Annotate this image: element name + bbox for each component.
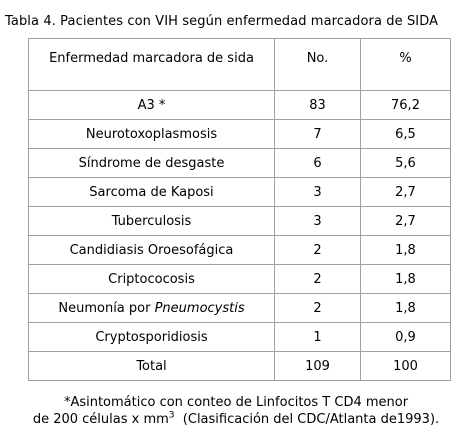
footnote-superscript: 3 (168, 410, 175, 421)
table-row: Criptococosis 2 1,8 (28, 264, 451, 294)
aids-defining-illness-table: Enfermedad marcadora de sida No. % A3 * 8… (28, 38, 451, 381)
cell-percent: 1,8 (360, 264, 451, 294)
cell-percent: 6,5 (360, 119, 451, 149)
footnote-line-2-citation: (Clasificación del CDC/Atlanta de1993). (174, 412, 440, 427)
cell-percent: 100 (360, 351, 451, 381)
table-row: Tuberculosis 3 2,7 (28, 206, 451, 236)
cell-count: 83 (274, 90, 361, 120)
cell-illness: Síndrome de desgaste (28, 148, 275, 178)
table-row: Total 109 100 (28, 351, 451, 381)
table-caption: Tabla 4. Pacientes con VIH según enferme… (5, 14, 439, 29)
table-row: Cryptosporidiosis 1 0,9 (28, 322, 451, 352)
cell-illness: Neumonía por Pneumocystis (28, 293, 275, 323)
cell-percent: 76,2 (360, 90, 451, 120)
illness-name: A3 * (137, 97, 166, 113)
cell-count: 1 (274, 322, 361, 352)
illness-name: Tuberculosis (111, 213, 192, 229)
table-row: A3 * 83 76,2 (28, 90, 451, 120)
cell-illness: Candidiasis Oroesofágica (28, 235, 275, 265)
table-row: Sarcoma de Kaposi 3 2,7 (28, 177, 451, 207)
illness-name: Candidiasis Oroesofágica (69, 242, 234, 258)
illness-name: Neumonía por (58, 300, 155, 316)
table-row: Neurotoxoplasmosis 7 6,5 (28, 119, 451, 149)
cell-count: 2 (274, 264, 361, 294)
illness-name: Neurotoxoplasmosis (85, 126, 218, 142)
illness-name: Cryptosporidiosis (95, 329, 208, 345)
cell-percent: 1,8 (360, 235, 451, 265)
cell-illness: Neurotoxoplasmosis (28, 119, 275, 149)
cell-percent: 2,7 (360, 206, 451, 236)
cell-illness: Total (28, 351, 275, 381)
header-percent: % (360, 38, 451, 91)
header-count: No. (274, 38, 361, 91)
cell-count: 2 (274, 293, 361, 323)
table-row: Candidiasis Oroesofágica 2 1,8 (28, 235, 451, 265)
header-illness: Enfermedad marcadora de sida (28, 38, 275, 91)
footnote-line-2-text: de 200 células x mm (32, 412, 169, 427)
illness-name-italic: Pneumocystis (154, 300, 245, 316)
cell-illness: A3 * (28, 90, 275, 120)
cell-count: 6 (274, 148, 361, 178)
illness-name: Síndrome de desgaste (78, 155, 225, 171)
table-header-row: Enfermedad marcadora de sida No. % (28, 38, 451, 91)
illness-name: Total (136, 358, 167, 374)
cell-count: 109 (274, 351, 361, 381)
cell-count: 2 (274, 235, 361, 265)
cell-percent: 1,8 (360, 293, 451, 323)
cell-count: 3 (274, 177, 361, 207)
cell-illness: Cryptosporidiosis (28, 322, 275, 352)
illness-name: Criptococosis (108, 271, 195, 287)
cell-percent: 2,7 (360, 177, 451, 207)
cell-percent: 0,9 (360, 322, 451, 352)
cell-count: 7 (274, 119, 361, 149)
cell-illness: Criptococosis (28, 264, 275, 294)
cell-illness: Sarcoma de Kaposi (28, 177, 275, 207)
cell-illness: Tuberculosis (28, 206, 275, 236)
table-row: Síndrome de desgaste 6 5,6 (28, 148, 451, 178)
table-row: Neumonía por Pneumocystis 2 1,8 (28, 293, 451, 323)
footnote-line-2: de 200 células x mm3 (Clasificación del … (0, 410, 472, 430)
cell-percent: 5,6 (360, 148, 451, 178)
cell-count: 3 (274, 206, 361, 236)
illness-name: Sarcoma de Kaposi (89, 184, 214, 200)
footnote-line-1: *Asintomático con conteo de Linfocitos T… (63, 395, 409, 410)
